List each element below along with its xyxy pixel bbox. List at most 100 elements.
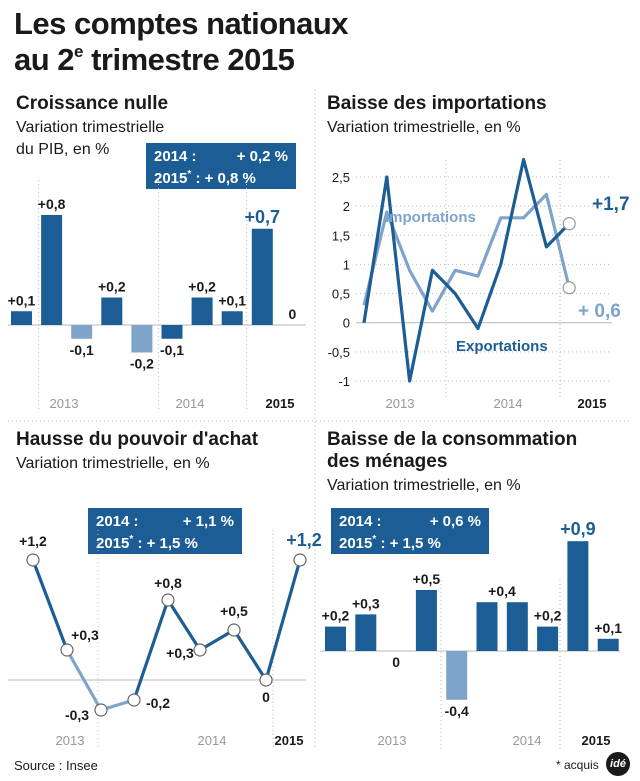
achat-info-row-0: 2014 : bbox=[96, 513, 139, 530]
imports-ytick-3: 1 bbox=[343, 257, 350, 272]
conso-bar-5 bbox=[476, 602, 498, 651]
pib-bar-6 bbox=[191, 297, 213, 325]
pib-subtitle-0: Variation trimestrielle bbox=[16, 119, 164, 136]
pib-bar-1 bbox=[41, 215, 63, 325]
conso-info-row-1-value: : + 1,5 % bbox=[376, 535, 441, 552]
imports-subtitle-0: Variation trimestrielle, en % bbox=[327, 119, 521, 136]
achat-xlabel-2: 2015 bbox=[275, 733, 304, 748]
conso-label-1: +0,3 bbox=[352, 595, 380, 611]
achat-point-6 bbox=[227, 623, 241, 637]
pib-info-box bbox=[146, 143, 296, 189]
conso-xlabel-0: 2013 bbox=[378, 733, 407, 748]
pib-label-0: +0,1 bbox=[8, 292, 36, 308]
imports-ytick-5: 0 bbox=[343, 316, 350, 331]
conso-bar-8 bbox=[567, 541, 589, 651]
imports-ytick-0: 2,5 bbox=[332, 170, 350, 185]
conso-label-0: +0,2 bbox=[322, 608, 350, 624]
achat-point-8 bbox=[293, 553, 307, 567]
achat-info-row-1: 2015* : + 1,5 % bbox=[96, 534, 198, 552]
pib-label-7: +0,1 bbox=[218, 292, 246, 308]
achat-label-1: +0,3 bbox=[71, 627, 99, 643]
achat-label-8: +1,2 bbox=[286, 530, 322, 550]
conso-bar-9 bbox=[597, 638, 619, 651]
imports-ytick-2: 1,5 bbox=[332, 228, 350, 243]
achat-title-0: Hausse du pouvoir d'achat bbox=[16, 429, 259, 450]
achat-xlabel-1: 2014 bbox=[198, 733, 227, 748]
pib-bar-5 bbox=[161, 325, 183, 339]
achat-label-6: +0,5 bbox=[220, 603, 248, 619]
imports-series-1-end-marker bbox=[562, 217, 576, 231]
conso-bar-4 bbox=[446, 651, 468, 700]
achat-info-row-0-value: + 1,1 % bbox=[183, 513, 234, 530]
pib-info-row-1-sup: * bbox=[187, 169, 191, 180]
achat-info-row-1-sup: * bbox=[129, 534, 133, 545]
pib-bar-2 bbox=[71, 325, 93, 339]
pib-xlabel-0: 2013 bbox=[50, 396, 79, 411]
footnote-text: * acquis bbox=[556, 758, 599, 772]
pib-info-row-0: 2014 : bbox=[154, 148, 197, 165]
achat-point-2 bbox=[94, 703, 108, 717]
conso-xlabel-2: 2015 bbox=[582, 733, 611, 748]
imports-end-label-1: +1,7 bbox=[592, 194, 630, 215]
achat-label-2: -0,3 bbox=[65, 707, 89, 723]
pib-label-5: -0,1 bbox=[160, 342, 184, 358]
pib-info-row-1: 2015* : + 0,8 % bbox=[154, 169, 256, 187]
pib-title-0: Croissance nulle bbox=[16, 93, 168, 114]
pib-info-row-1-value: : + 0,8 % bbox=[191, 170, 256, 187]
achat-segment-0 bbox=[31, 558, 69, 652]
pib-label-9: 0 bbox=[289, 306, 297, 322]
conso-bar-3 bbox=[415, 590, 437, 651]
conso-label-9: +0,1 bbox=[594, 620, 622, 636]
achat-segment-6 bbox=[232, 628, 268, 682]
imports-ytick-7: -1 bbox=[338, 374, 350, 389]
pib-label-8: +0,7 bbox=[245, 207, 281, 227]
conso-label-8: +0,9 bbox=[560, 519, 596, 539]
pib-bar-3 bbox=[101, 297, 123, 325]
achat-label-3: -0,2 bbox=[146, 695, 170, 711]
imports-ytick-6: -0,5 bbox=[328, 345, 350, 360]
pib-xlabel-2: 2015 bbox=[266, 396, 295, 411]
imports-series-1 bbox=[362, 157, 571, 383]
pib-label-2: -0,1 bbox=[70, 342, 94, 358]
achat-info-row-1-value: : + 1,5 % bbox=[133, 535, 198, 552]
achat-point-5 bbox=[193, 643, 207, 657]
achat-label-0: +1,2 bbox=[19, 533, 47, 549]
conso-label-2: 0 bbox=[392, 654, 400, 670]
pib-subtitle-1: du PIB, en % bbox=[16, 141, 109, 158]
imports-ytick-1: 2 bbox=[343, 199, 350, 214]
main-title-sup: e bbox=[74, 42, 83, 61]
imports-xlabel-1: 2014 bbox=[494, 396, 523, 411]
conso-subtitle-0: Variation trimestrielle, en % bbox=[327, 477, 521, 494]
pib-info-row-0-value: + 0,2 % bbox=[237, 148, 288, 165]
pib-label-6: +0,2 bbox=[188, 279, 216, 295]
conso-xlabel-1: 2014 bbox=[513, 733, 542, 748]
conso-info-row-1: 2015* : + 1,5 % bbox=[339, 534, 441, 552]
imports-series-0-end-marker bbox=[562, 281, 576, 295]
main-title: Les comptes nationaux au 2e trimestre 20… bbox=[14, 6, 349, 78]
conso-title-1: des ménages bbox=[327, 451, 447, 472]
conso-label-5: +0,4 bbox=[488, 583, 516, 599]
achat-point-0 bbox=[26, 553, 40, 567]
achat-label-4: +0,8 bbox=[154, 575, 182, 591]
pib-bar-7 bbox=[221, 311, 243, 325]
conso-bar-0 bbox=[325, 626, 346, 651]
main-title-line1: Les comptes nationaux bbox=[14, 6, 349, 41]
main-title-line2-post: trimestre 2015 bbox=[83, 42, 295, 77]
achat-segment-1 bbox=[65, 648, 103, 712]
imports-series-1-name: Exportations bbox=[456, 338, 548, 355]
conso-info-box bbox=[331, 508, 489, 554]
ide-logo: idé bbox=[606, 752, 630, 776]
imports-xlabel-0: 2013 bbox=[386, 396, 415, 411]
imports-series-0-name: Importations bbox=[385, 209, 476, 226]
achat-segment-4 bbox=[166, 598, 202, 652]
achat-segment-3 bbox=[132, 598, 170, 702]
imports-xlabel-2: 2015 bbox=[578, 396, 607, 411]
conso-info-row-0: 2014 : bbox=[339, 513, 382, 530]
conso-bar-7 bbox=[537, 626, 559, 651]
achat-point-7 bbox=[259, 673, 273, 687]
imports-title-0: Baisse des importations bbox=[327, 93, 547, 114]
conso-label-4: -0,4 bbox=[445, 703, 469, 719]
achat-label-7: 0 bbox=[262, 689, 270, 705]
pib-label-3: +0,2 bbox=[98, 279, 126, 295]
